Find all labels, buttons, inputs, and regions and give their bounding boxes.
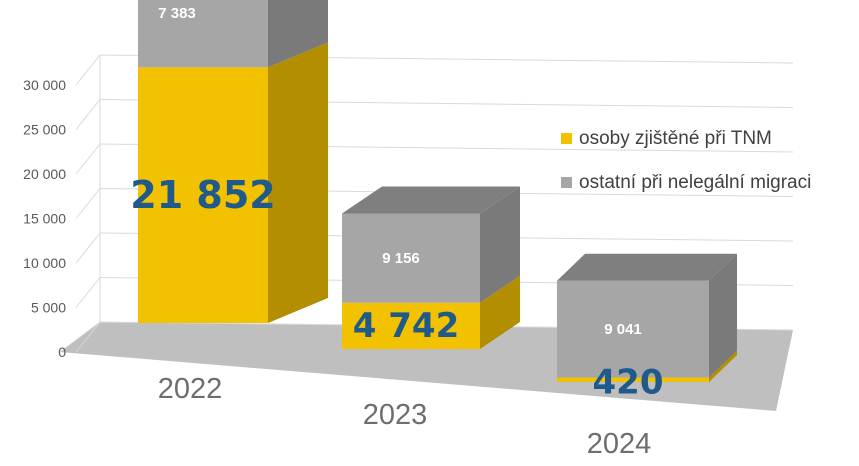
bar-side-2024-s0 [709,350,737,382]
legend-label-0: osoby zjištěné při TNM [579,128,772,149]
data-labels: 21 852 7 383 4 742 9 156 420 9 041 [130,5,663,403]
y-tick-label: 10 000 [23,255,66,271]
y-tick-label: 15 000 [23,211,66,227]
legend: osoby zjištěné při TNM ostatní při nelegá… [561,128,811,193]
y-tick-label: 20 000 [23,166,66,182]
gridline-side [75,143,101,175]
bar-side-2023-s0 [480,275,520,349]
bar-2023-s0 [342,302,480,349]
data-label-yellow-2023: 4 742 [353,306,459,346]
gridline-side [75,54,101,86]
axis-diagonal [59,321,101,353]
legend-swatch-0 [561,133,572,144]
bar-2024-s1 [557,280,709,378]
gridline-side [75,188,101,219]
bar-top-2023 [342,186,520,214]
bar-top-2024 [557,253,737,281]
category-label-2023: 2023 [363,399,428,431]
gridline-side [75,99,101,130]
data-label-gray-2022: 7 383 [158,5,196,22]
data-label-gray-2023: 9 156 [382,250,420,267]
gridline-side [75,277,101,308]
y-tick-label: 5 000 [31,300,66,316]
category-label-2022: 2022 [158,373,223,405]
bar-side-2022-s0 [268,42,328,323]
bar-2022-s1 [138,0,268,68]
legend-swatch-1 [561,177,572,188]
bar-side-2022-s1 [268,0,328,68]
bars [138,0,737,382]
bar-side-2023-s1 [480,186,520,303]
y-tick-label: 30 000 [23,77,66,93]
gridline-side [75,321,101,353]
gridline-side [75,232,101,264]
legend-label-1: ostatní při nelegální migraci [579,172,811,193]
bar-2022-s0 [138,67,268,323]
data-label-yellow-2024: 420 [593,363,664,403]
bar-side-2024-s1 [709,253,737,378]
y-tick-label: 25 000 [23,122,66,138]
y-axis: 0 5 000 10 000 15 000 20 000 25 000 30 000 [23,77,66,360]
bar-2024-s0 [557,377,709,382]
data-label-yellow-2022: 21 852 [130,173,275,217]
category-label-2024: 2024 [587,428,652,460]
category-labels: 2022 2023 2024 [158,373,652,460]
y-tick-label: 0 [58,344,66,360]
data-label-gray-2024: 9 041 [604,321,642,338]
bar-2023-s1 [342,213,480,303]
